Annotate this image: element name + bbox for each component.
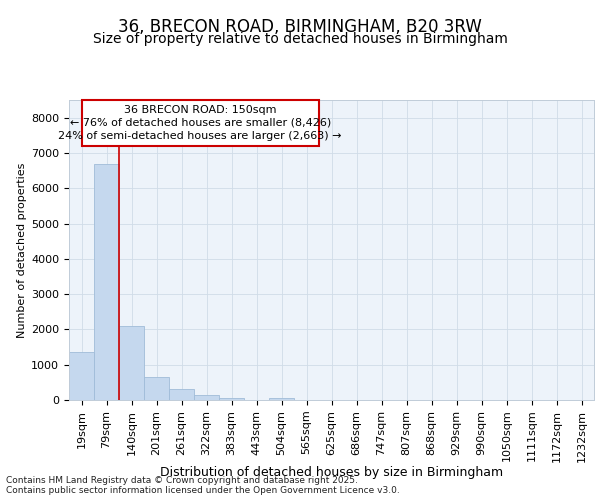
Bar [219, 398, 244, 400]
X-axis label: Distribution of detached houses by size in Birmingham: Distribution of detached houses by size … [160, 466, 503, 479]
Text: 36, BRECON ROAD, BIRMINGHAM, B20 3RW: 36, BRECON ROAD, BIRMINGHAM, B20 3RW [118, 18, 482, 36]
Bar [144, 377, 169, 400]
Text: Size of property relative to detached houses in Birmingham: Size of property relative to detached ho… [92, 32, 508, 46]
Bar [169, 389, 194, 400]
Text: Contains HM Land Registry data © Crown copyright and database right 2025.
Contai: Contains HM Land Registry data © Crown c… [6, 476, 400, 495]
Bar [94, 164, 119, 400]
Y-axis label: Number of detached properties: Number of detached properties [17, 162, 27, 338]
Bar [69, 352, 94, 400]
Text: 36 BRECON ROAD: 150sqm
← 76% of detached houses are smaller (8,426)
24% of semi-: 36 BRECON ROAD: 150sqm ← 76% of detached… [59, 104, 342, 141]
Bar [119, 326, 144, 400]
Bar [194, 394, 219, 400]
Bar [269, 398, 294, 400]
